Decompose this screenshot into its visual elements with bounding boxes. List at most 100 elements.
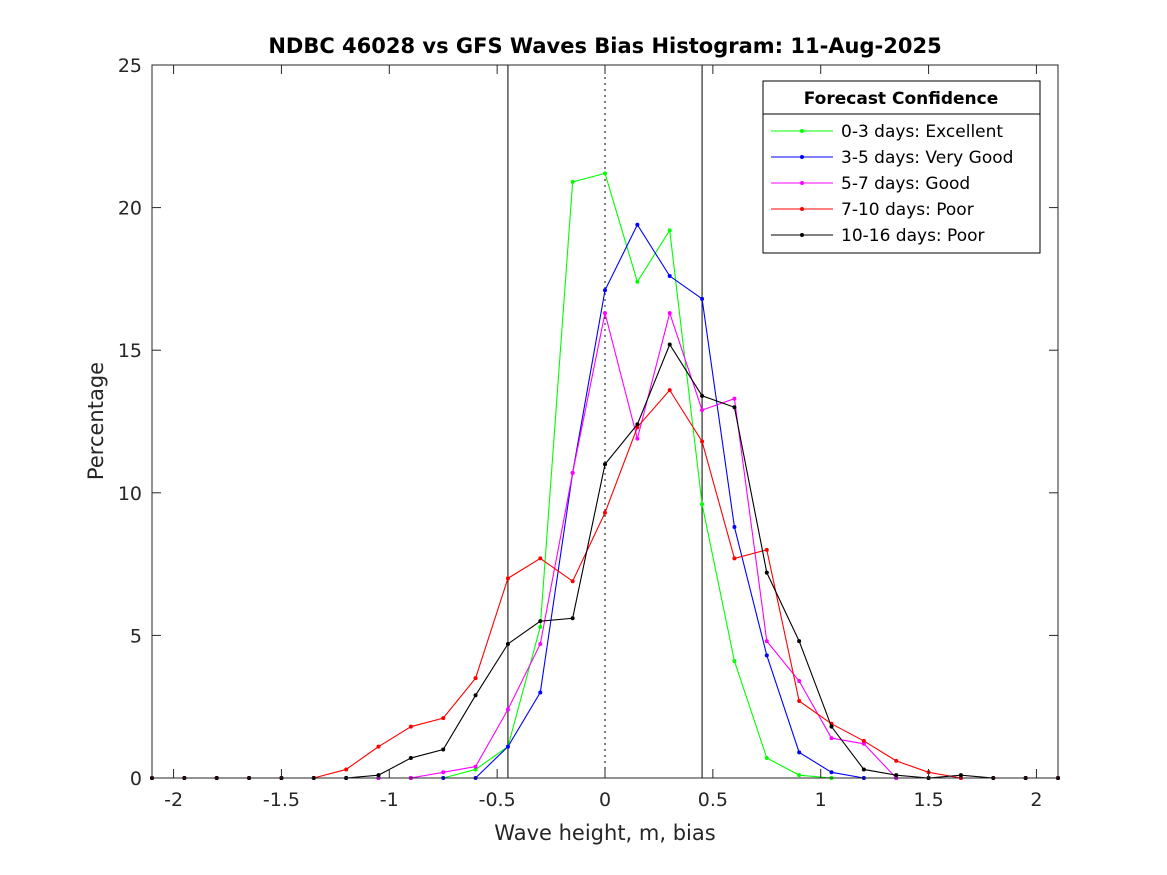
series-3-point-11 [505, 576, 510, 581]
series-2-point-15 [635, 436, 640, 441]
series-0-point-17 [700, 502, 705, 507]
series-1-point-21 [829, 770, 834, 775]
series-3-point-10 [473, 676, 478, 681]
series-4-point-19 [764, 570, 769, 575]
series-4-point-12 [538, 619, 543, 624]
y-tick-label-4: 20 [118, 198, 142, 220]
series-2-point-12 [538, 641, 543, 646]
legend-label-2: 5-7 days: Good [841, 174, 970, 194]
series-4-point-8 [408, 756, 413, 761]
series-3-point-8 [408, 724, 413, 729]
series-0-point-18 [732, 659, 737, 664]
series-4-point-16 [667, 342, 672, 347]
series-3-point-12 [538, 556, 543, 561]
x-tick-label-3: -0.5 [479, 789, 516, 811]
series-4-point-18 [732, 405, 737, 410]
series-4-point-9 [441, 747, 446, 752]
series-4-point-20 [797, 639, 802, 644]
legend-title: Forecast Confidence [804, 89, 999, 109]
series-1-point-12 [538, 690, 543, 695]
series-3-point-17 [700, 439, 705, 444]
series-0-point-10 [473, 767, 478, 772]
y-tick-label-1: 5 [130, 625, 142, 647]
series-4-point-7 [376, 773, 381, 778]
legend-entry-0: 0-3 days: Excellent [771, 122, 1003, 142]
legend-entry-3: 7-10 days: Poor [771, 200, 974, 220]
series-0-point-19 [764, 756, 769, 761]
x-tick-label-2: -1 [380, 789, 399, 811]
legend-label-4: 10-16 days: Poor [841, 226, 985, 246]
series-0-point-16 [667, 228, 672, 233]
legend-swatch-marker-1 [800, 155, 804, 159]
legend-swatch-marker-2 [800, 181, 804, 185]
series-1-point-19 [764, 653, 769, 658]
series-1-point-20 [797, 750, 802, 755]
series-2-point-21 [829, 736, 834, 741]
x-tick-label-6: 1 [815, 789, 827, 811]
reference-lines [507, 65, 703, 778]
series-3-point-7 [376, 744, 381, 749]
series-2-point-22 [861, 741, 866, 746]
series-4-point-17 [700, 393, 705, 398]
series-3-point-18 [732, 556, 737, 561]
y-tick-label-2: 10 [118, 483, 142, 505]
series-1-point-16 [667, 274, 672, 279]
series-0-point-15 [635, 279, 640, 284]
series-3-point-16 [667, 388, 672, 393]
series-3-point-13 [570, 579, 575, 584]
series-3-point-20 [797, 698, 802, 703]
x-tick-label-8: 2 [1030, 789, 1042, 811]
legend-entry-2: 5-7 days: Good [771, 174, 970, 194]
legend-label-3: 7-10 days: Poor [841, 200, 974, 220]
series-0-point-12 [538, 624, 543, 629]
y-axis-label: Percentage [84, 362, 108, 480]
series-4-point-25 [958, 773, 963, 778]
series-4-point-14 [603, 462, 607, 467]
legend-label-1: 3-5 days: Very Good [841, 148, 1013, 168]
legend-entries: 0-3 days: Excellent 3-5 days: Very Good 5-… [771, 122, 1013, 246]
x-tick-label-0: -2 [164, 789, 183, 811]
series-3-point-23 [894, 758, 899, 763]
series-4-point-22 [861, 767, 866, 772]
chart-title: NDBC 46028 vs GFS Waves Bias Histogram: … [268, 34, 941, 58]
series-1-point-11 [505, 744, 510, 749]
legend-swatch-marker-3 [800, 207, 804, 211]
series-2-point-9 [441, 770, 446, 775]
y-tick-label-3: 15 [118, 340, 142, 362]
x-tick-label-1: -1.5 [263, 789, 300, 811]
series-1-point-14 [603, 288, 607, 293]
series-2-point-18 [732, 396, 737, 401]
x-axis-label: Wave height, m, bias [494, 821, 715, 845]
x-tick-label-5: 0.5 [698, 789, 728, 811]
series-0-point-13 [570, 179, 575, 184]
series-2-point-10 [473, 764, 478, 769]
legend-swatch-marker-0 [800, 129, 804, 133]
series-1-point-15 [635, 222, 640, 227]
legend: Forecast Confidence 0-3 days: Excellent 3… [762, 80, 1041, 254]
series-2-point-16 [667, 311, 672, 316]
series-3-point-6 [344, 767, 349, 772]
series-4-point-23 [894, 773, 899, 778]
series-3-point-14 [603, 510, 607, 515]
series-3-point-19 [764, 547, 769, 552]
x-tick-label-7: 1.5 [913, 789, 943, 811]
series-2-point-19 [764, 639, 769, 644]
series-4-point-11 [505, 641, 510, 646]
series-2-point-13 [570, 470, 575, 475]
legend-entry-1: 3-5 days: Very Good [771, 148, 1013, 168]
legend-swatch-marker-4 [800, 233, 804, 237]
series-0-point-20 [797, 773, 802, 778]
series-2-point-20 [797, 679, 802, 684]
series-4-point-15 [635, 422, 640, 427]
series-4-point-13 [570, 616, 575, 621]
series-2-point-14 [603, 311, 607, 316]
series-0-point-14 [603, 171, 607, 176]
series-4-point-21 [829, 724, 834, 729]
series-3-point-22 [861, 738, 866, 743]
legend-box [762, 80, 1041, 254]
series-3-point-9 [441, 716, 446, 721]
x-tick-label-4: 0 [599, 789, 611, 811]
series-2-point-11 [505, 707, 510, 712]
